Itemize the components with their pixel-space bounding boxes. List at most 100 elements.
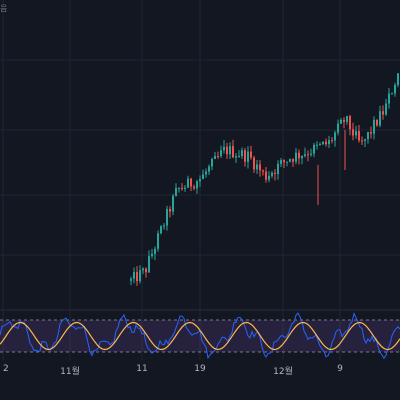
candle-body: [226, 146, 228, 155]
candle-body: [259, 164, 261, 171]
time-axis-label: 12월: [273, 367, 293, 377]
candle-body: [244, 150, 246, 162]
candle-body: [136, 272, 138, 282]
candle-body: [247, 151, 249, 162]
candle-body: [394, 84, 396, 94]
candle-body: [310, 153, 312, 155]
candle-body: [130, 278, 132, 281]
candle-body: [217, 156, 219, 158]
candle-body: [145, 268, 147, 273]
candle-body: [229, 146, 231, 155]
candle-body: [337, 123, 339, 133]
candle-body: [340, 119, 342, 124]
candle-body: [352, 129, 354, 136]
candle-body: [313, 144, 315, 154]
candle-body: [157, 233, 159, 249]
candle-body: [154, 248, 156, 254]
candle-body: [148, 256, 150, 273]
candle-body: [184, 187, 186, 189]
time-axis-label: 2: [3, 364, 9, 374]
candle-body: [364, 139, 366, 141]
candle-body: [373, 119, 375, 134]
candle-body: [331, 140, 333, 142]
candle-body: [349, 116, 351, 130]
candle-body: [163, 225, 165, 227]
candle-body: [175, 187, 177, 196]
candlestick-series: [130, 72, 399, 286]
candle-body: [235, 156, 237, 158]
candle-body: [166, 209, 168, 226]
candle-body: [133, 272, 135, 279]
candle-body: [223, 146, 225, 151]
candle-body: [265, 171, 267, 180]
candle-body: [181, 187, 183, 189]
candle-body: [316, 144, 318, 146]
candle-body: [250, 151, 252, 158]
candle-body: [208, 166, 210, 172]
candle-body: [355, 131, 357, 136]
candle-body: [388, 93, 390, 104]
candle-body: [292, 159, 294, 162]
candle-body: [307, 154, 309, 156]
candle-body: [271, 172, 273, 176]
candle-body: [190, 178, 192, 187]
candle-body: [301, 155, 303, 159]
time-axis-label: 19: [194, 364, 206, 374]
oscillator-d-line: [0, 321, 400, 351]
candle-body: [268, 175, 270, 180]
time-axis-label: 11월: [60, 367, 80, 377]
candle-body: [172, 195, 174, 212]
chart-grid: [0, 0, 400, 360]
candle-body: [160, 226, 162, 234]
candle-body: [304, 154, 306, 156]
candle-body: [283, 160, 285, 163]
candle-body: [262, 170, 264, 172]
candle-body: [232, 146, 234, 158]
candle-body: [253, 157, 255, 170]
oscillator-lines: [0, 312, 400, 360]
candle-body: [361, 140, 363, 142]
candle-body: [280, 160, 282, 164]
candle-body: [238, 156, 240, 158]
candle-body: [289, 159, 291, 162]
symbol-label: 음: [0, 4, 8, 13]
candle-body: [142, 268, 144, 271]
candle-body: [211, 158, 213, 167]
candle-body: [322, 141, 324, 145]
candle-body: [274, 172, 276, 174]
candle-body: [358, 131, 360, 141]
candle-body: [367, 132, 369, 140]
candle-body: [328, 140, 330, 145]
candle-body: [346, 116, 348, 122]
candle-body: [178, 187, 180, 189]
oscillator-band: [0, 320, 400, 352]
candle-body: [319, 144, 321, 146]
candle-body: [397, 73, 399, 85]
candle-body: [325, 141, 327, 145]
candle-body: [298, 152, 300, 159]
candle-body: [187, 178, 189, 188]
candle-body: [205, 171, 207, 175]
candle-body: [196, 181, 198, 189]
candle-body: [382, 111, 384, 115]
candle-body: [391, 93, 393, 95]
candle-body: [199, 179, 201, 182]
candle-body: [151, 253, 153, 257]
candle-body: [202, 174, 204, 180]
candle-body: [295, 152, 297, 162]
candle-body: [256, 164, 258, 170]
candle-body: [379, 111, 381, 126]
candle-body: [370, 132, 372, 134]
time-axis-label: 9: [337, 364, 343, 374]
candle-body: [277, 163, 279, 174]
candle-body: [334, 132, 336, 141]
candle-body: [214, 156, 216, 159]
candle-body: [385, 103, 387, 115]
time-axis-label: 11: [136, 364, 148, 374]
candle-body: [193, 186, 195, 189]
candle-body: [376, 119, 378, 126]
candle-body: [343, 119, 345, 122]
candle-body: [241, 150, 243, 157]
candle-body: [220, 150, 222, 157]
